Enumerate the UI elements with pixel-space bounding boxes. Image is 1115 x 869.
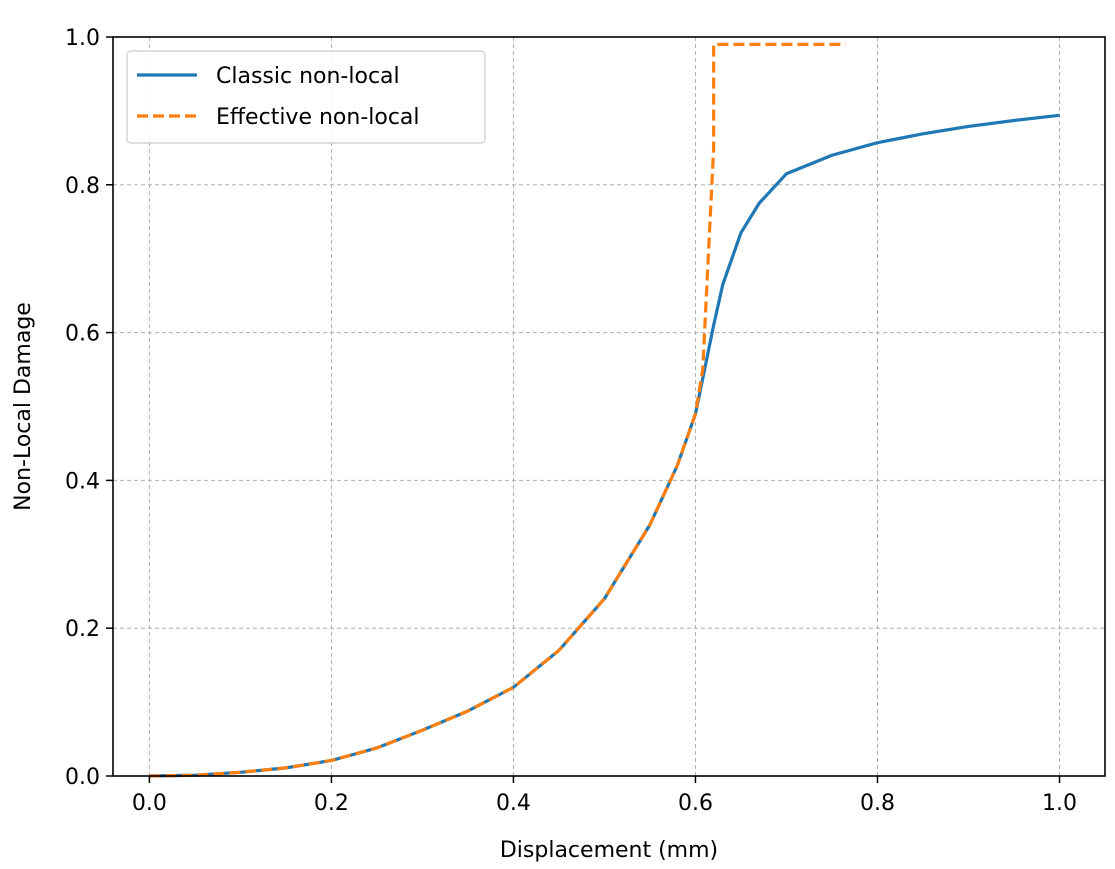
x-tick-label: 0.6	[678, 791, 713, 816]
legend-label: Effective non-local	[216, 105, 420, 130]
x-tick-label: 0.2	[314, 791, 349, 816]
x-tick-label: 0.4	[496, 791, 531, 816]
x-tick-label: 0.0	[132, 791, 167, 816]
series-line-classic-non-local	[149, 113, 1060, 778]
x-tick-label: 0.8	[860, 791, 895, 816]
x-axis-title: Displacement (mm)	[500, 838, 718, 863]
y-tick-label: 0.0	[65, 765, 100, 790]
ticks: 0.0 0.2 0.4 0.6 0.8 1.0 0.0 0.2 0.4 0.6 0.8 1.0	[65, 26, 1077, 816]
y-tick-label: 0.8	[65, 174, 100, 199]
x-tick-label: 1.0	[1042, 791, 1077, 816]
y-tick-label: 1.0	[65, 26, 100, 51]
plot-lines	[149, 42, 1060, 778]
y-tick-label: 0.2	[65, 617, 100, 642]
series-line-effective-non-local	[149, 42, 846, 778]
y-axis-title: Non-Local Damage	[11, 302, 36, 511]
y-tick-label: 0.4	[65, 469, 100, 494]
axes-frame	[112, 36, 1106, 777]
legend-label: Classic non-local	[216, 64, 400, 89]
legend-box	[126, 50, 486, 144]
y-tick-label: 0.6	[65, 322, 100, 347]
legend: Classic non-local Effective non-local	[126, 50, 486, 144]
